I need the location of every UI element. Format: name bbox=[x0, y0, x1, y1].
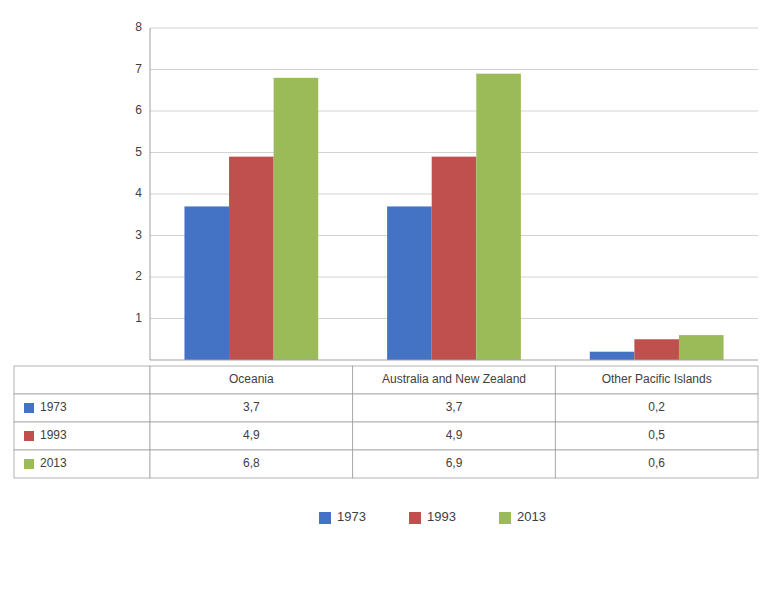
bar bbox=[679, 335, 724, 360]
legend: 1973 1993 2013 bbox=[319, 509, 546, 524]
table-value: 3,7 bbox=[243, 400, 260, 414]
table-row-label: 2013 bbox=[40, 456, 67, 470]
table-value: 0,5 bbox=[648, 428, 665, 442]
legend-swatch bbox=[499, 512, 511, 524]
legend-swatch bbox=[409, 512, 421, 524]
table-value: 6,9 bbox=[446, 456, 463, 470]
y-tick-label: 6 bbox=[135, 103, 142, 117]
grid-line bbox=[150, 69, 758, 70]
bar bbox=[590, 352, 635, 360]
data-table: Oceania Australia and New Zealand Other Pa… bbox=[14, 366, 758, 478]
y-tick-label: 1 bbox=[135, 311, 142, 325]
bars bbox=[184, 74, 723, 360]
table-cell bbox=[14, 394, 150, 422]
bar bbox=[432, 157, 477, 360]
table-swatch bbox=[24, 459, 34, 469]
y-axis: 1 2 3 4 5 6 7 8 bbox=[135, 20, 142, 325]
grid-line bbox=[150, 111, 758, 112]
x-axis-line bbox=[150, 360, 758, 361]
table-value: 6,8 bbox=[243, 456, 260, 470]
y-tick-label: 4 bbox=[135, 186, 142, 200]
legend-swatch bbox=[319, 512, 331, 524]
legend-label: 1993 bbox=[427, 509, 456, 524]
table-value: 3,7 bbox=[446, 400, 463, 414]
table-cell bbox=[353, 422, 556, 450]
bar bbox=[634, 339, 679, 360]
table-cell bbox=[353, 366, 556, 394]
y-tick-label: 8 bbox=[135, 20, 142, 34]
bar bbox=[184, 206, 229, 360]
table-cell bbox=[14, 450, 150, 478]
table-cell bbox=[555, 394, 758, 422]
table-row-label: 1973 bbox=[40, 400, 67, 414]
table-cell bbox=[14, 422, 150, 450]
y-axis-line bbox=[150, 28, 151, 360]
table-value: 4,9 bbox=[446, 428, 463, 442]
grid-line bbox=[150, 28, 758, 29]
table-header: Oceania bbox=[229, 372, 274, 386]
bar bbox=[274, 78, 319, 360]
table-row-label: 1993 bbox=[40, 428, 67, 442]
table-header: Other Pacific Islands bbox=[602, 372, 712, 386]
y-tick-label: 7 bbox=[135, 62, 142, 76]
table-value: 4,9 bbox=[243, 428, 260, 442]
y-tick-label: 2 bbox=[135, 269, 142, 283]
table-cell bbox=[150, 450, 353, 478]
legend-label: 1973 bbox=[337, 509, 366, 524]
chart: 1 2 3 4 5 6 7 8 Oceania Australia and New Zealand… bbox=[0, 0, 778, 607]
table-header: Australia and New Zealand bbox=[382, 372, 526, 386]
grid-line bbox=[150, 152, 758, 153]
table-cell bbox=[14, 366, 150, 394]
table-swatch bbox=[24, 431, 34, 441]
table-cell bbox=[353, 450, 556, 478]
bar bbox=[229, 157, 274, 360]
bar bbox=[387, 206, 432, 360]
table-swatch bbox=[24, 403, 34, 413]
y-tick-label: 5 bbox=[135, 145, 142, 159]
bar bbox=[476, 74, 521, 360]
table-cell bbox=[150, 394, 353, 422]
table-cell bbox=[555, 366, 758, 394]
table-cell bbox=[150, 422, 353, 450]
table-cell bbox=[353, 394, 556, 422]
y-tick-label: 3 bbox=[135, 228, 142, 242]
table-cell bbox=[555, 422, 758, 450]
legend-label: 2013 bbox=[517, 509, 546, 524]
table-cell bbox=[150, 366, 353, 394]
table-value: 0,6 bbox=[648, 456, 665, 470]
table-value: 0,2 bbox=[648, 400, 665, 414]
table-cell bbox=[555, 450, 758, 478]
